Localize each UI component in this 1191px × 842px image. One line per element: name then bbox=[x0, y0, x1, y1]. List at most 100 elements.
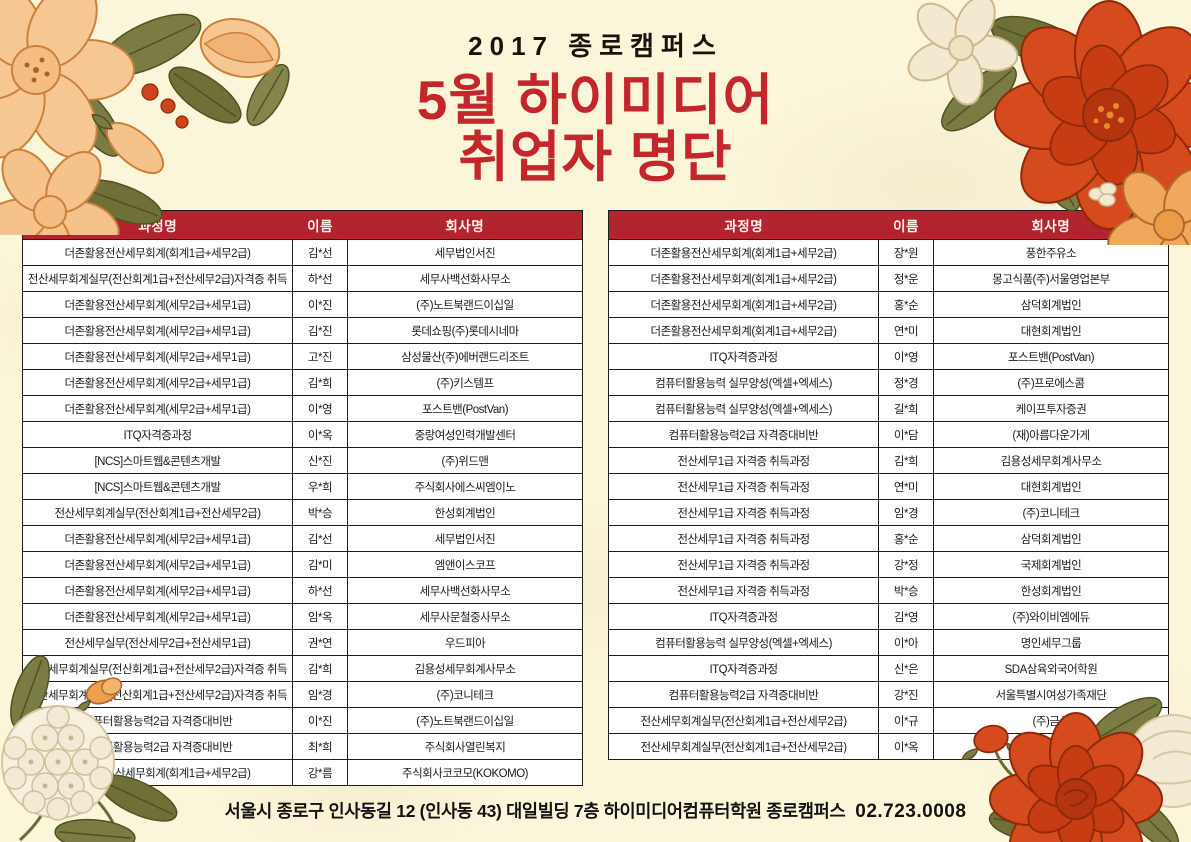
table-row: [NCS]스마트웹&콘텐츠개발 신*진 (주)위드맨 bbox=[22, 447, 583, 474]
company-cell: 한성회계법인 bbox=[347, 499, 583, 526]
company-cell: SDA삼육외국어학원 bbox=[933, 655, 1169, 682]
poster-title-line2: 취업자 명단 bbox=[458, 126, 733, 189]
company-cell: (주)키스템프 bbox=[347, 369, 583, 396]
course-cell: 전산세무회계실무(전산회계1급+전산세무2급)자격증 취득 bbox=[22, 681, 293, 708]
course-cell: 더존활용전산세무회계(회계1급+세무2급) bbox=[608, 317, 879, 344]
course-cell: 컴퓨터활용능력2급 자격증대비반 bbox=[22, 733, 293, 760]
table-row: 전산세무실무(전산세무2급+전산세무1급) 권*연 우드피아 bbox=[22, 629, 583, 656]
table-row: 더존활용전산세무회계(세무2급+세무1급) 김*진 롯데쇼핑(주)롯데시네마 bbox=[22, 317, 583, 344]
name-cell: 임*옥 bbox=[292, 603, 348, 630]
table-row: 전산세무1급 자격증 취득과정 임*경 (주)코니테크 bbox=[608, 499, 1169, 526]
name-cell: 강*진 bbox=[878, 681, 934, 708]
company-cell: 세무법인서진 bbox=[347, 239, 583, 266]
name-cell: 이*아 bbox=[878, 629, 934, 656]
company-cell: (주)코니테크 bbox=[933, 499, 1169, 526]
employment-table-right: 과정명 이름 회사명 더존활용전산세무회계(회계1급+세무2급) 장*원 풍한주… bbox=[608, 210, 1169, 760]
table-row: 컴퓨터활용능력2급 자격증대비반 이*진 (주)노트북랜드이십일 bbox=[22, 707, 583, 734]
name-cell: 김*선 bbox=[292, 239, 348, 266]
name-cell: 이*옥 bbox=[292, 421, 348, 448]
company-cell: (주)금설 bbox=[933, 707, 1169, 734]
company-cell: 삼덕회계법인 bbox=[933, 525, 1169, 552]
table-row: 전산세무회계실무(전산회계1급+전산세무2급)자격증 취득 하*선 세무사백선화… bbox=[22, 265, 583, 292]
poster-title-line1: 5월 하이미디어 bbox=[416, 69, 775, 131]
name-cell: 이*진 bbox=[292, 707, 348, 734]
table-row: ITQ자격증과정 이*영 포스트밴(PostVan) bbox=[608, 343, 1169, 370]
course-cell: ITQ자격증과정 bbox=[22, 421, 293, 448]
company-cell: 주식회사코코모(KOKOMO) bbox=[347, 759, 583, 786]
course-cell: 더존활용전산세무회계(세무2급+세무1급) bbox=[22, 525, 293, 552]
course-cell: 더존활용전산세무회계(회계1급+세무2급) bbox=[22, 239, 293, 266]
company-cell: (주)위드맨 bbox=[347, 447, 583, 474]
employment-table-left: 과정명 이름 회사명 더존활용전산세무회계(회계1급+세무2급) 김*선 세무법… bbox=[22, 210, 583, 786]
company-cell: 대현회계법인 bbox=[933, 317, 1169, 344]
table-row: 전산세무회계실무(전산회계1급+전산세무2급) 이*규 (주)금설 bbox=[608, 707, 1169, 734]
table-row: 전산세무1급 자격증 취득과정 박*승 한성회계법인 bbox=[608, 577, 1169, 604]
column-header-course: 과정명 bbox=[22, 210, 293, 240]
name-cell: 하*선 bbox=[292, 265, 348, 292]
company-cell: (주)코니테크 bbox=[347, 681, 583, 708]
footer: 서울시 종로구 인사동길 12 (인사동 43) 대일빌딩 7층 하이미디어컴퓨… bbox=[0, 798, 1191, 823]
name-cell: 하*선 bbox=[292, 577, 348, 604]
company-cell: (재)아름다운가게 bbox=[933, 421, 1169, 448]
column-header-company: 회사명 bbox=[347, 210, 583, 240]
course-cell: 전산세무1급 자격증 취득과정 bbox=[608, 499, 879, 526]
course-cell: 전산세무회계실무(전산회계1급+전산세무2급) bbox=[608, 707, 879, 734]
table-row: 컴퓨터활용능력 실무양성(엑셀+엑세스) 정*경 (주)프로에스콤 bbox=[608, 369, 1169, 396]
table-row: 더존활용전산세무회계(세무2급+세무1급) 이*진 (주)노트북랜드이십일 bbox=[22, 291, 583, 318]
company-cell: (주)노트북랜드이십일 bbox=[347, 707, 583, 734]
course-cell: 전산세무회계실무(전산회계1급+전산세무2급) bbox=[22, 499, 293, 526]
name-cell: 김*희 bbox=[878, 447, 934, 474]
name-cell: 연*미 bbox=[878, 473, 934, 500]
name-cell: 임*경 bbox=[878, 499, 934, 526]
name-cell: 정*운 bbox=[878, 265, 934, 292]
course-cell: ITQ자격증과정 bbox=[608, 655, 879, 682]
course-cell: 더존활용전산세무회계(세무2급+세무1급) bbox=[22, 317, 293, 344]
company-cell: 삼성물산(주)에버랜드리조트 bbox=[347, 343, 583, 370]
column-header-name: 이름 bbox=[878, 210, 934, 240]
table-row: 전산세무회계실무(전산회계1급+전산세무2급) 박*승 한성회계법인 bbox=[22, 499, 583, 526]
column-header-name: 이름 bbox=[292, 210, 348, 240]
phone-number: 02.723.0008 bbox=[855, 801, 967, 822]
table-row: 컴퓨터활용능력 실무양성(엑셀+엑세스) 길*희 케이프투자증권 bbox=[608, 395, 1169, 422]
name-cell: 김*진 bbox=[292, 317, 348, 344]
company-cell: 삼덕회계법인 bbox=[933, 291, 1169, 318]
course-cell: 더존활용전산세무회계(세무2급+세무1급) bbox=[22, 577, 293, 604]
column-header-course: 과정명 bbox=[608, 210, 879, 240]
table-row: ITQ자격증과정 신*은 SDA삼육외국어학원 bbox=[608, 655, 1169, 682]
table-row: 더존활용전산세무회계(회계1급+세무2급) 정*운 몽고식품(주)서울영업본부 bbox=[608, 265, 1169, 292]
name-cell: 신*은 bbox=[878, 655, 934, 682]
company-cell: 중랑여성인력개발센터 bbox=[347, 421, 583, 448]
course-cell: 더존활용전산세무회계(회계1급+세무2급) bbox=[608, 239, 879, 266]
table-row: 전산세무1급 자격증 취득과정 홍*순 삼덕회계법인 bbox=[608, 525, 1169, 552]
company-cell: (주)프로에스콤 bbox=[933, 369, 1169, 396]
table-row: 더존활용전산세무회계(회계1급+세무2급) 강*름 주식회사코코모(KOKOMO… bbox=[22, 759, 583, 786]
company-cell: (주)노트북랜드이십일 bbox=[347, 291, 583, 318]
table-row: ITQ자격증과정 김*영 (주)와이비엠에듀 bbox=[608, 603, 1169, 630]
table-row: 더존활용전산세무회계(세무2급+세무1급) 김*선 세무법인서진 bbox=[22, 525, 583, 552]
company-cell: 김용성세무회계사무소 bbox=[933, 447, 1169, 474]
table-row: 컴퓨터활용능력2급 자격증대비반 최*희 주식회사열린복지 bbox=[22, 733, 583, 760]
course-cell: 컴퓨터활용능력 실무양성(엑셀+엑세스) bbox=[608, 629, 879, 656]
company-cell: 명인세무그룹 bbox=[933, 629, 1169, 656]
company-cell: 국제회계법인 bbox=[933, 551, 1169, 578]
company-cell: 세무법인서진 bbox=[347, 525, 583, 552]
name-cell: 임*경 bbox=[292, 681, 348, 708]
name-cell: 이*규 bbox=[878, 707, 934, 734]
name-cell: 강*름 bbox=[292, 759, 348, 786]
name-cell: 장*원 bbox=[878, 239, 934, 266]
company-cell: 세무사백선화사무소 bbox=[347, 265, 583, 292]
table-row: 더존활용전산세무회계(세무2급+세무1급) 임*옥 세무사문철중사무소 bbox=[22, 603, 583, 630]
course-cell: [NCS]스마트웹&콘텐츠개발 bbox=[22, 447, 293, 474]
table-row: 전산세무1급 자격증 취득과정 강*정 국제회계법인 bbox=[608, 551, 1169, 578]
course-cell: 더존활용전산세무회계(회계1급+세무2급) bbox=[22, 759, 293, 786]
campus-subtitle: 2017 종로캠퍼스 bbox=[468, 31, 723, 61]
course-cell: 더존활용전산세무회계(세무2급+세무1급) bbox=[22, 291, 293, 318]
name-cell: 김*선 bbox=[292, 525, 348, 552]
company-cell: 우드피아 bbox=[347, 629, 583, 656]
course-cell: 전산세무1급 자격증 취득과정 bbox=[608, 525, 879, 552]
table-row: 컴퓨터활용능력 실무양성(엑셀+엑세스) 이*아 명인세무그룹 bbox=[608, 629, 1169, 656]
company-cell: 김용성세무회계사무소 bbox=[347, 655, 583, 682]
name-cell: 이*영 bbox=[878, 343, 934, 370]
table-header-row: 과정명 이름 회사명 bbox=[608, 210, 1169, 240]
table-row: 전산세무회계실무(전산회계1급+전산세무2급) 이*옥 에스엔비에프엔씨 bbox=[608, 733, 1169, 760]
